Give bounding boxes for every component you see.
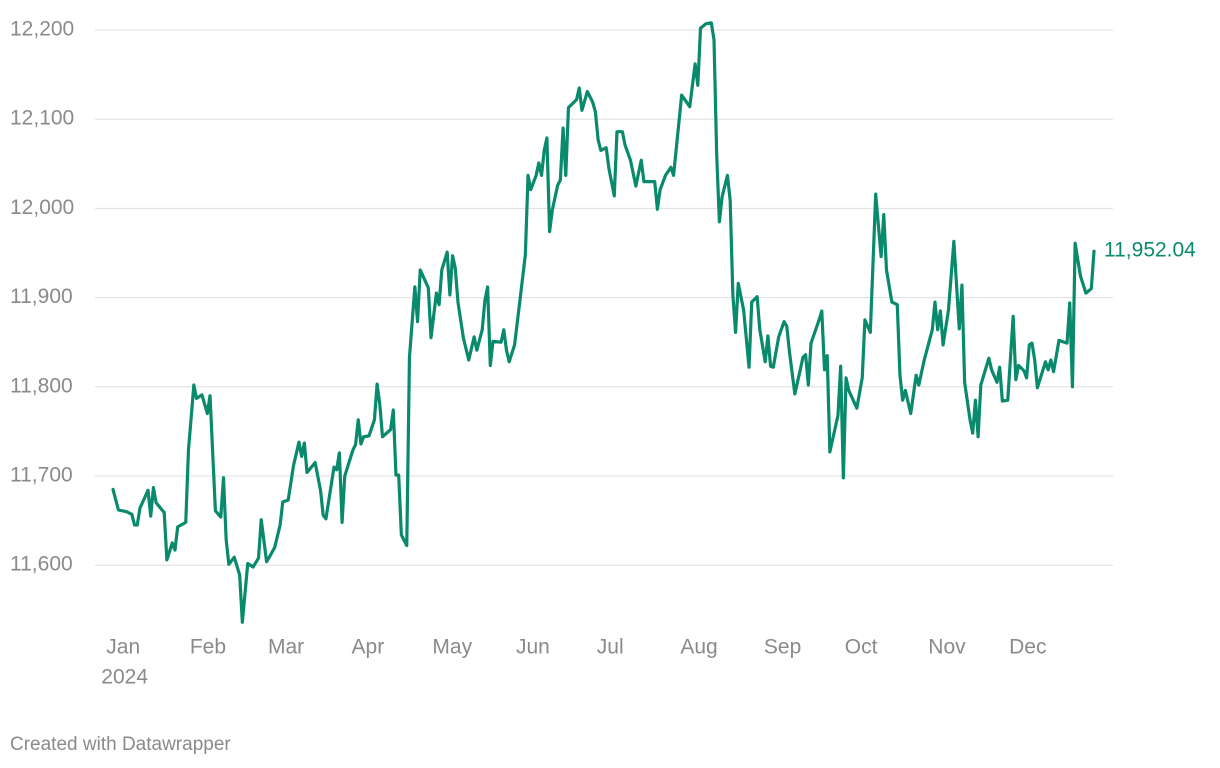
y-tick-label: 11,600	[10, 553, 73, 576]
x-tick-label: Jan	[106, 636, 140, 659]
x-tick-label: Nov	[928, 636, 966, 659]
x-tick-label: Aug	[680, 636, 717, 659]
x-tick-label: May	[432, 636, 472, 659]
y-tick-label: 11,700	[10, 464, 73, 487]
x-tick-label: Jun	[516, 636, 550, 659]
y-tick-label: 11,900	[10, 285, 73, 308]
line-series	[111, 21, 1096, 624]
x-tick-label: Dec	[1009, 636, 1046, 659]
x-tick-label: Apr	[352, 636, 385, 659]
y-tick-label: 12,200	[10, 18, 74, 41]
footer: Created with Datawrapper	[10, 734, 231, 755]
x-tick-label: Oct	[845, 636, 878, 659]
x-tick-label: Feb	[190, 636, 226, 659]
y-tick-label: 12,000	[10, 196, 74, 219]
x-tick-label: Jul	[597, 636, 624, 659]
y-tick-label: 11,800	[10, 374, 73, 397]
x-tick-label: Mar	[268, 636, 304, 659]
value-label: 11,952.04	[1104, 239, 1196, 262]
y-tick-label: 12,100	[10, 107, 74, 130]
x-year-label: 2024	[101, 666, 148, 689]
x-tick-label: Sep	[764, 636, 801, 659]
